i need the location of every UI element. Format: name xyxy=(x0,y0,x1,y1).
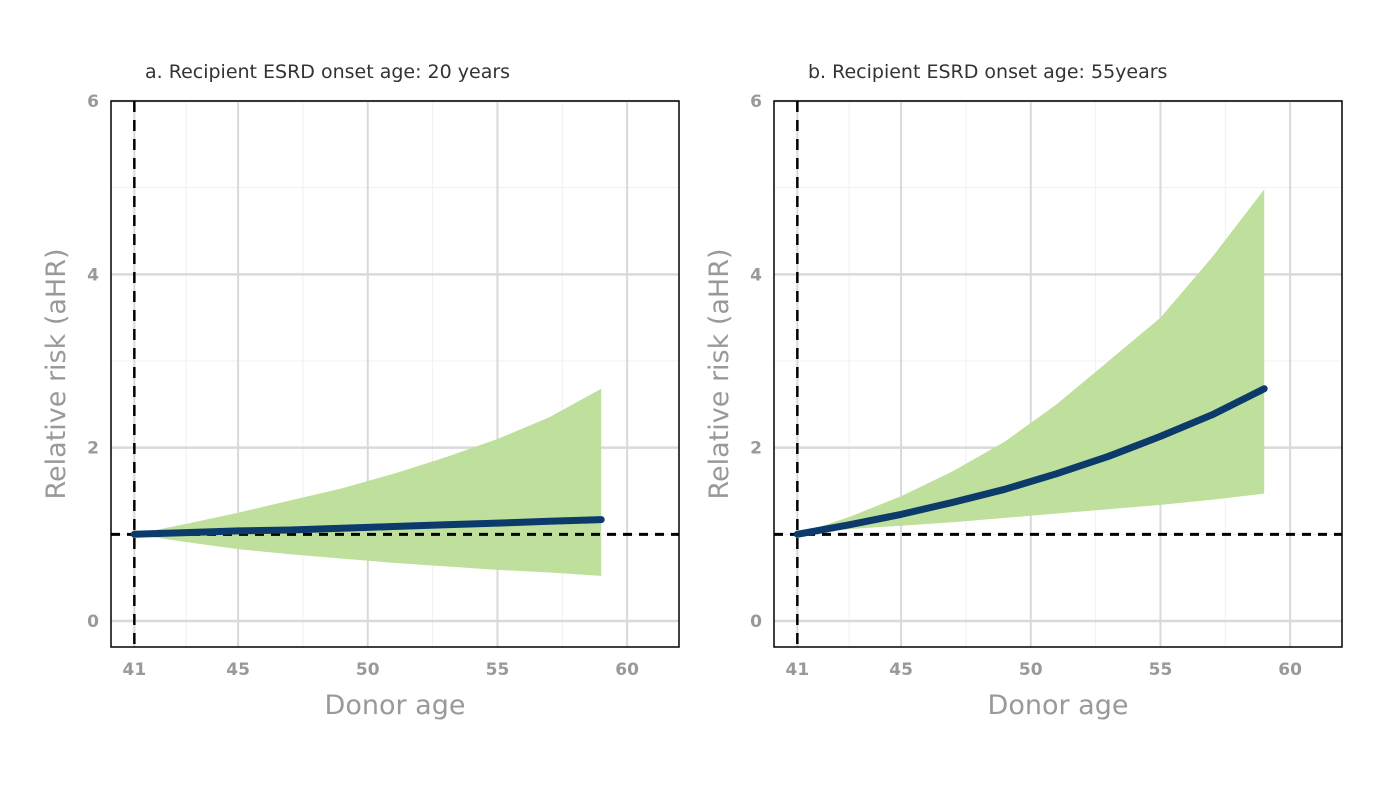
panel-a-reference-lines xyxy=(111,101,679,647)
panel-a: a. Recipient ESRD onset age: 20 years 41… xyxy=(41,61,680,721)
panel-a-x-tick-label: 55 xyxy=(486,660,510,680)
panel-a-y-axis-label: Relative risk (aHR) xyxy=(41,248,72,499)
panel-a-y-ticks: 0 2 4 6 xyxy=(87,92,99,632)
panel-a-title: a. Recipient ESRD onset age: 20 years xyxy=(145,61,510,83)
panel-b-frame xyxy=(773,100,1343,648)
panel-b-x-tick-label: 45 xyxy=(889,660,913,680)
panel-b-estimate-line xyxy=(793,385,1268,538)
panel-b-y-ticks: 0 2 4 6 xyxy=(750,92,762,632)
panel-b-x-ticks: 41 45 50 55 60 xyxy=(786,660,1303,680)
panel-b-y-tick-label: 6 xyxy=(750,92,762,112)
panel-b-x-tick-label: 50 xyxy=(1019,660,1043,680)
panel-a-y-tick-label: 0 xyxy=(87,612,99,632)
panel-b-band-layer xyxy=(797,189,1265,535)
panel-b-y-axis-label: Relative risk (aHR) xyxy=(704,248,735,499)
panel-b-x-tick-label: 55 xyxy=(1149,660,1173,680)
panel-b-y-tick-label: 4 xyxy=(750,265,762,285)
panel-b: b. Recipient ESRD onset age: 55years 41 4… xyxy=(704,61,1343,721)
panel-a-y-tick-label: 2 xyxy=(87,439,99,459)
panel-a-estimate-line xyxy=(130,516,605,538)
panel-a-x-ticks: 41 45 50 55 60 xyxy=(123,660,640,680)
panel-a-x-tick-label: 45 xyxy=(226,660,250,680)
panel-b-y-tick-label: 0 xyxy=(750,612,762,632)
panel-a-x-axis-label: Donor age xyxy=(325,690,466,721)
panel-b-reference-lines xyxy=(774,101,1342,647)
panel-b-line-layer xyxy=(793,385,1268,538)
panel-b-x-tick-label: 41 xyxy=(786,660,810,680)
panel-a-x-tick-label: 41 xyxy=(123,660,147,680)
panel-b-confidence-band xyxy=(797,189,1265,535)
panel-b-title: b. Recipient ESRD onset age: 55years xyxy=(808,61,1167,83)
panel-b-x-tick-label: 60 xyxy=(1278,660,1302,680)
panel-a-frame xyxy=(110,100,680,648)
panel-b-y-tick-label: 2 xyxy=(750,439,762,459)
panel-a-line-layer xyxy=(130,516,605,538)
panel-b-x-axis-label: Donor age xyxy=(988,690,1129,721)
panel-a-y-tick-label: 6 xyxy=(87,92,99,112)
panel-a-x-tick-label: 50 xyxy=(356,660,380,680)
panel-a-x-tick-label: 60 xyxy=(615,660,639,680)
panel-a-y-tick-label: 4 xyxy=(87,265,99,285)
